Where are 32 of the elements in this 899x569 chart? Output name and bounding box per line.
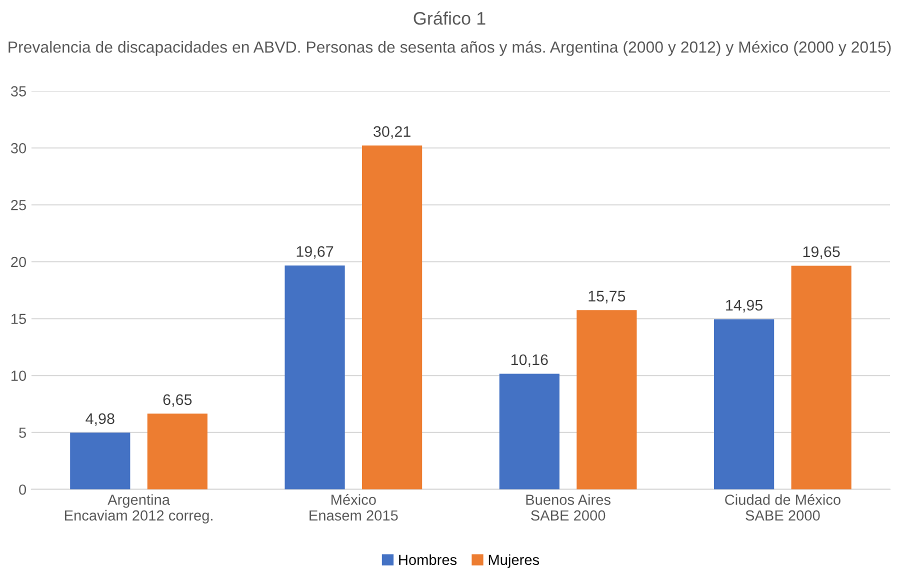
bar xyxy=(576,310,637,490)
x-tick-label: Buenos Aires SABE 2000 xyxy=(526,494,610,521)
y-tick-label: 5 xyxy=(19,428,26,438)
x-tick-label: México Enasem 2015 xyxy=(310,494,398,521)
bar xyxy=(147,414,208,490)
bar xyxy=(714,319,774,490)
legend-label: Hombres xyxy=(399,554,457,566)
y-tick-label: 10 xyxy=(11,370,26,381)
y-tick-label: 20 xyxy=(11,256,26,268)
data-label: 15,75 xyxy=(588,290,626,304)
legend-label: Mujeres xyxy=(488,554,540,568)
bar xyxy=(284,265,345,490)
y-tick-label: 15 xyxy=(11,314,26,324)
y-tick-label: 35 xyxy=(10,86,26,96)
chart-subtitle: Prevalencia de discapacidades en ABVD. Personas de sesenta años y más. Argentina (2000 y 2012) y México (2000 y 2015) xyxy=(8,40,891,56)
y-tick-label: 0 xyxy=(19,484,26,495)
data-label: 6,65 xyxy=(163,394,192,407)
bar xyxy=(499,374,560,490)
bar xyxy=(70,432,130,490)
bar xyxy=(791,266,852,490)
bar xyxy=(362,146,422,490)
data-label: 19,65 xyxy=(803,246,840,259)
y-tick-label: 30 xyxy=(10,143,26,154)
data-label: 10,16 xyxy=(511,354,548,367)
data-label: 4,98 xyxy=(86,413,114,426)
x-tick-label: Ciudad de México SABE 2000 xyxy=(725,494,840,521)
y-tick-label: 25 xyxy=(11,200,26,210)
data-label: 30,21 xyxy=(374,126,410,139)
x-tick-label: Argentina Encaviam 2012 correg. xyxy=(65,494,212,524)
data-label: 19,67 xyxy=(296,246,334,259)
chart-title: Gráfico 1 xyxy=(414,11,486,25)
data-label: 14,95 xyxy=(726,300,763,312)
